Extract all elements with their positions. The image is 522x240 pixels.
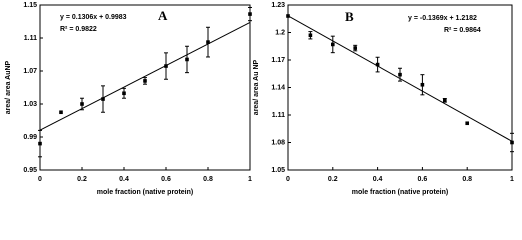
panel-title: B [345,9,354,24]
x-tick-label: 0.4 [373,176,383,183]
y-tick-label: 1.07 [23,68,37,75]
x-axis-label: mole fraction (native protein) [97,189,193,196]
point [164,64,168,68]
annotation: R² = 0.9864 [444,27,481,34]
y-tick-label: 1.2 [275,29,285,36]
point [38,141,42,146]
point [420,82,425,87]
y-tick-label: 0.99 [23,134,37,141]
x-tick-label: 0.6 [161,176,171,183]
figure: 0.95 0.99 1.03 1.07 1.11 1.15 0 0.2 0.4 0.6 0.8 1 mo… [5,2,514,196]
x-axis-label: mole fraction (native protein) [352,189,448,196]
point [331,42,335,47]
point [59,110,63,115]
x-tick-label: 0 [38,176,42,183]
point [248,12,252,16]
point [122,91,126,96]
point [353,46,357,50]
trendline [39,21,251,131]
y-tick-label: 1.17 [271,57,285,64]
y-tick-label: 0.95 [23,167,37,174]
y-tick-label: 1.08 [271,139,285,146]
point [510,140,514,145]
point [206,40,210,44]
point [308,33,313,38]
annotation: y = 0.1306x + 0.9983 [60,14,127,21]
y-tick-label: 1.11 [272,112,285,119]
annotation: y = -0.1369x + 1.2182 [408,15,477,22]
point [443,98,447,103]
point [101,97,105,101]
point [286,14,290,18]
y-tick-label: 1.15 [23,2,37,9]
y-tick-label: 1.03 [23,101,37,108]
x-tick-label: 1 [510,176,514,183]
y-axis-label: area/ area AuNP [5,60,12,114]
x-tick-label: 0.8 [203,176,213,183]
point [465,121,469,126]
x-tick-label: 0.6 [418,176,428,183]
annotation: R² = 0.9822 [60,26,97,33]
y-axis-label: area/ area Au NP [253,59,260,115]
y-tick-label: 1.11 [24,35,37,42]
point [398,72,402,77]
point [375,62,380,67]
x-tick-label: 0.2 [328,176,338,183]
x-tick-label: 0.2 [77,176,87,183]
x-tick-label: 0.8 [462,176,472,183]
x-tick-label: 0.4 [119,176,129,183]
y-tick-label: 1.05 [271,167,285,174]
panel-title: A [158,8,168,23]
point [185,57,189,62]
x-tick-label: 1 [248,176,252,183]
y-tick-label: 1.23 [271,2,285,9]
plot-frame [39,4,251,171]
x-tick-label: 0 [286,176,290,183]
point [80,102,84,106]
y-tick-label: 1.14 [271,84,285,91]
point [143,79,147,83]
